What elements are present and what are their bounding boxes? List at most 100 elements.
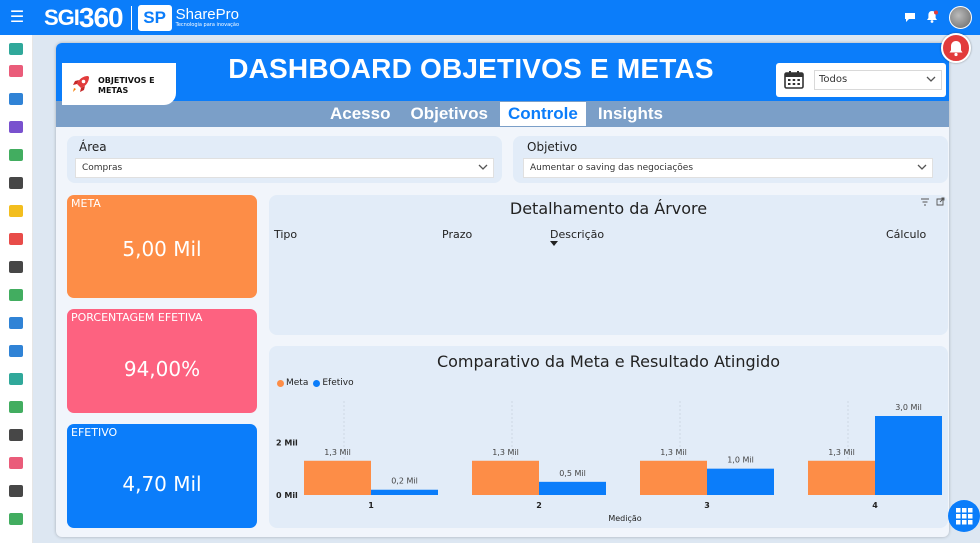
objetivos-logo-card[interactable]: OBJETIVOS E METAS bbox=[62, 63, 176, 105]
expand-icon[interactable] bbox=[935, 197, 945, 207]
partner-name: SharePro bbox=[175, 6, 239, 23]
brand-divider bbox=[130, 5, 132, 30]
kpi-efetivo-card: EFETIVO 4,70 Mil bbox=[67, 424, 257, 528]
checkbox-icon[interactable] bbox=[9, 121, 23, 133]
kpi-efetivo-value: 4,70 Mil bbox=[122, 472, 202, 496]
rocket-icon[interactable] bbox=[9, 457, 23, 469]
data-label: 1,3 Mil bbox=[492, 448, 519, 457]
money-icon[interactable] bbox=[9, 513, 23, 525]
legend-meta-dot bbox=[277, 379, 284, 387]
data-label: 1,3 Mil bbox=[324, 448, 351, 457]
exchange-icon[interactable] bbox=[9, 177, 23, 189]
menu-icon[interactable]: ☰ bbox=[9, 7, 25, 26]
bar-chart-icon[interactable] bbox=[9, 429, 23, 441]
column-header-tipo[interactable]: Tipo bbox=[274, 228, 298, 241]
objetivo-select[interactable]: Aumentar o saving das negociações bbox=[523, 158, 933, 178]
code-icon[interactable] bbox=[9, 485, 23, 497]
kpi-porcentagem-value: 94,00% bbox=[123, 357, 201, 381]
avatar[interactable] bbox=[949, 6, 972, 29]
x-tick-label: 2 bbox=[536, 501, 542, 510]
column-header-calculo[interactable]: Cálculo bbox=[886, 228, 927, 241]
dashboard-icon[interactable] bbox=[9, 43, 23, 55]
kpi-efetivo-label: EFETIVO bbox=[71, 426, 118, 439]
rocket-icon bbox=[73, 76, 89, 92]
chart-legend: Meta Efetivo bbox=[277, 378, 354, 388]
objetivo-filter-label: Objetivo bbox=[527, 140, 578, 154]
users-icon[interactable] bbox=[9, 149, 23, 161]
area-filter-label: Área bbox=[79, 140, 107, 154]
efetivo-bar bbox=[371, 489, 438, 495]
tab-controle[interactable]: Controle bbox=[499, 102, 586, 126]
chart-title: Comparativo da Meta e Resultado Atingido bbox=[436, 352, 781, 371]
tab-acesso[interactable]: Acesso bbox=[330, 104, 391, 123]
kpi-porcentagem-card: PORCENTAGEM EFETIVA 94,00% bbox=[67, 309, 257, 413]
id-card-icon[interactable] bbox=[9, 401, 23, 413]
meta-bar bbox=[640, 460, 707, 495]
data-label: 3,0 Mil bbox=[895, 403, 922, 412]
comparativo-chart-panel: Comparativo da Meta e Resultado Atingido… bbox=[269, 346, 948, 528]
bar-chart: 0 Mil 2 Mil 1,3 Mil 0,2 Mil 1 1,3 Mil 0,5 Mil 2… bbox=[276, 401, 942, 523]
calendar-icon bbox=[784, 71, 804, 89]
x-tick-label: 3 bbox=[704, 501, 710, 510]
eye-icon[interactable] bbox=[9, 289, 23, 301]
partner-tagline: Tecnologia para inovação bbox=[175, 22, 240, 28]
x-tick-label: 1 bbox=[368, 501, 374, 510]
industry-icon[interactable] bbox=[9, 373, 23, 385]
date-select[interactable]: Todos bbox=[814, 70, 942, 90]
warning-icon[interactable] bbox=[9, 205, 23, 217]
chat-icon[interactable] bbox=[904, 11, 916, 23]
area-select[interactable]: Compras bbox=[75, 158, 494, 178]
data-label: 0,2 Mil bbox=[391, 477, 418, 486]
folder-icon[interactable] bbox=[9, 317, 23, 329]
efetivo-bar bbox=[875, 416, 942, 495]
top-bar: ☰ SGI 360 SP SharePro Tecnologia para in… bbox=[0, 0, 980, 35]
data-label: 1,0 Mil bbox=[727, 456, 754, 465]
legend-efetivo-dot bbox=[313, 379, 321, 387]
efetivo-bar bbox=[707, 468, 774, 495]
meta-bar bbox=[472, 460, 539, 495]
kpi-meta-value: 5,00 Mil bbox=[122, 237, 202, 261]
column-header-prazo[interactable]: Prazo bbox=[442, 228, 473, 241]
sidebar bbox=[0, 35, 33, 543]
chevron-down-icon bbox=[926, 76, 936, 82]
logo-label-line1: OBJETIVOS E bbox=[98, 76, 155, 85]
tab-objetivos[interactable]: Objetivos bbox=[410, 104, 488, 123]
data-label: 0,5 Mil bbox=[559, 469, 586, 478]
tree-panel-title: Detalhamento da Árvore bbox=[509, 199, 708, 218]
data-label: 1,3 Mil bbox=[660, 448, 687, 457]
y-tick-label: 0 Mil bbox=[276, 491, 298, 500]
clipboard-icon[interactable] bbox=[9, 93, 23, 105]
efetivo-bar bbox=[539, 481, 606, 495]
tree-detail-panel: Detalhamento da Árvore Tipo Prazo Descri… bbox=[269, 195, 948, 335]
brand-number: 360 bbox=[78, 1, 124, 33]
sort-down-icon bbox=[550, 241, 558, 246]
chevron-down-icon bbox=[478, 164, 488, 170]
kpi-meta-card: META 5,00 Mil bbox=[67, 195, 257, 298]
date-filter: Todos bbox=[776, 63, 946, 97]
meta-bar bbox=[304, 460, 371, 495]
data-label: 1,3 Mil bbox=[828, 448, 855, 457]
dashboard-frame: OBJETIVOS E METAS DASHBOARD OBJETIVOS E … bbox=[56, 43, 949, 537]
document-icon[interactable] bbox=[9, 261, 23, 273]
y-tick-label: 2 Mil bbox=[276, 438, 298, 447]
apps-grid-button[interactable] bbox=[948, 500, 980, 532]
kpi-meta-label: META bbox=[71, 197, 101, 210]
bell-icon[interactable] bbox=[926, 10, 938, 23]
brand-logo[interactable]: SGI 360 SP SharePro Tecnologia para inov… bbox=[44, 1, 239, 33]
tab-insights[interactable]: Insights bbox=[597, 104, 664, 123]
brand-prefix: SGI bbox=[44, 4, 80, 30]
logo-label: OBJETIVOS E METAS bbox=[98, 76, 155, 97]
area-select-value: Compras bbox=[82, 163, 123, 173]
alarm-button[interactable] bbox=[941, 33, 971, 63]
x-tick-label: 4 bbox=[872, 501, 878, 510]
partner-mark: SP bbox=[137, 4, 172, 31]
org-chart-icon[interactable] bbox=[9, 345, 23, 357]
column-header-descricao[interactable]: Descrição bbox=[550, 228, 605, 241]
ban-icon[interactable] bbox=[9, 233, 23, 245]
filter-icon[interactable] bbox=[920, 197, 930, 207]
legend-meta-label: Meta bbox=[286, 378, 309, 388]
partner-text: SharePro Tecnologia para inovação bbox=[176, 7, 239, 28]
page-title: DASHBOARD OBJETIVOS E METAS bbox=[228, 53, 714, 84]
meta-bar bbox=[808, 460, 875, 495]
calendar-icon[interactable] bbox=[9, 65, 23, 77]
